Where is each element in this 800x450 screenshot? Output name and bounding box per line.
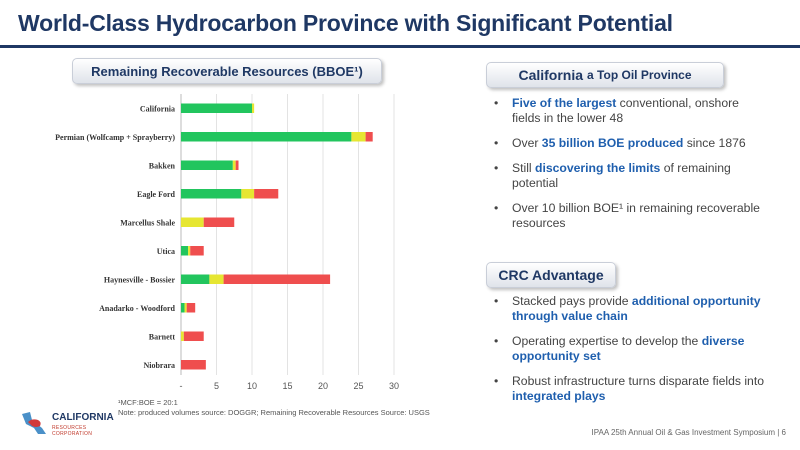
category-label: California xyxy=(140,104,175,113)
category-label: Anadarko - Woodford xyxy=(99,304,175,313)
crc-header: CRC Advantage xyxy=(486,262,616,288)
logo-subtext: RESOURCES CORPORATION xyxy=(52,425,93,437)
crc-bullet-hl: additional opportunity through value cha… xyxy=(512,294,761,323)
crc-bullet-pre: Robust infrastructure turns disparate fi… xyxy=(512,374,764,388)
bar-segment xyxy=(351,132,366,142)
california-bullet-post: of remaining potential xyxy=(512,161,731,190)
category-label: Marcellus Shale xyxy=(120,218,175,227)
bar-segment xyxy=(181,103,252,113)
bar-segment xyxy=(181,217,204,227)
crc-bullet-pre: Operating expertise to develop the xyxy=(512,334,702,348)
category-label: Haynesville - Bossier xyxy=(104,275,176,284)
category-label: Niobrara xyxy=(143,361,175,370)
bar-segment xyxy=(181,331,184,341)
california-bullet-hl: 35 billion BOE produced xyxy=(541,136,684,150)
california-map-icon xyxy=(22,412,46,434)
california-bullet-pre: Over 10 billion BOE¹ in remaining recove… xyxy=(512,201,760,230)
footnote-line-2: Note: produced volumes source: DOGGR; Re… xyxy=(118,408,430,417)
bar-segment xyxy=(181,132,352,142)
california-bullet: Over 10 billion BOE¹ in remaining recove… xyxy=(490,201,770,231)
bar-segment xyxy=(203,217,235,227)
bar-segment xyxy=(184,303,187,313)
california-bullet-post: conventional, onshore fields in the lowe… xyxy=(512,96,739,125)
california-bullet: Five of the largest conventional, onshor… xyxy=(490,96,770,126)
logo-text: CALIFORNIA xyxy=(52,412,114,423)
footnote: ¹MCF:BOE = 20:1 Note: produced volumes s… xyxy=(118,398,430,418)
bar-segment xyxy=(241,189,255,199)
bar-segment xyxy=(252,103,255,113)
bar-segment xyxy=(188,246,191,256)
crc-bullet: Operating expertise to develop the diver… xyxy=(490,334,770,364)
california-header-main: California xyxy=(518,67,584,83)
bar-segment xyxy=(209,274,224,284)
crc-bullet-list: Stacked pays provide additional opportun… xyxy=(490,294,770,414)
bar-segment xyxy=(186,303,196,313)
california-bullet-post: since 1876 xyxy=(683,136,746,150)
crc-bullet-pre: Stacked pays provide xyxy=(512,294,632,308)
x-tick-label: - xyxy=(180,381,183,391)
bar-segment xyxy=(365,132,373,142)
california-header: California a Top Oil Province xyxy=(486,62,724,88)
category-label: Bakken xyxy=(149,161,176,170)
x-tick-label: 30 xyxy=(389,381,399,391)
bar-segment xyxy=(223,274,331,284)
crc-header-label: CRC Advantage xyxy=(498,267,604,283)
page-title: World-Class Hydrocarbon Province with Si… xyxy=(18,10,673,36)
bar-segment xyxy=(181,360,206,370)
crc-bullet-hl: diverse opportunity set xyxy=(512,334,745,363)
x-tick-label: 20 xyxy=(318,381,328,391)
bar-segment xyxy=(181,160,233,170)
crc-bullet: Robust infrastructure turns disparate fi… xyxy=(490,374,770,404)
bar-segment xyxy=(254,189,279,199)
category-label: Eagle Ford xyxy=(137,190,176,199)
category-label: Permian (Wolfcamp + Sprayberry) xyxy=(55,133,175,142)
bar-segment xyxy=(181,274,210,284)
x-tick-label: 10 xyxy=(247,381,257,391)
footnote-line-1: ¹MCF:BOE = 20:1 xyxy=(118,398,178,407)
california-bullet: Still discovering the limits of remainin… xyxy=(490,161,770,191)
bar-segment xyxy=(190,246,204,256)
chart-header: Remaining Recoverable Resources (BBOE¹) xyxy=(72,58,382,84)
category-label: Utica xyxy=(157,247,175,256)
x-tick-label: 15 xyxy=(282,381,292,391)
california-bullet-pre: Still xyxy=(512,161,536,175)
bar-segment xyxy=(181,189,242,199)
california-bullet-pre: Over xyxy=(512,136,542,150)
california-bullet-hl: Five of the largest xyxy=(512,96,617,110)
bar-segment xyxy=(181,246,189,256)
california-bullet: Over 35 billion BOE produced since 1876 xyxy=(490,136,770,151)
bar-segment xyxy=(183,331,204,341)
chart-header-label: Remaining Recoverable Resources (BBOE¹) xyxy=(91,63,363,79)
bar-segment xyxy=(181,303,185,313)
crc-bullet: Stacked pays provide additional opportun… xyxy=(490,294,770,324)
x-tick-label: 5 xyxy=(214,381,219,391)
x-tick-label: 25 xyxy=(353,381,363,391)
california-header-rest: a Top Oil Province xyxy=(587,68,692,82)
california-bullet-hl: discovering the limits xyxy=(535,161,661,175)
california-bullet-list: Five of the largest conventional, onshor… xyxy=(490,96,770,241)
resources-chart: - 5 10 15 20 25 30 California Permian (Wolfcamp … xyxy=(55,94,399,391)
crc-bullet-hl: integrated plays xyxy=(512,389,606,403)
category-label: Barnett xyxy=(149,332,176,341)
footer-text: IPAA 25th Annual Oil & Gas Investment Sy… xyxy=(591,428,786,437)
bar-segment xyxy=(232,160,236,170)
title-divider xyxy=(0,45,800,48)
bar-segment xyxy=(235,160,239,170)
company-logo: CALIFORNIA RESOURCES CORPORATION xyxy=(20,408,116,442)
